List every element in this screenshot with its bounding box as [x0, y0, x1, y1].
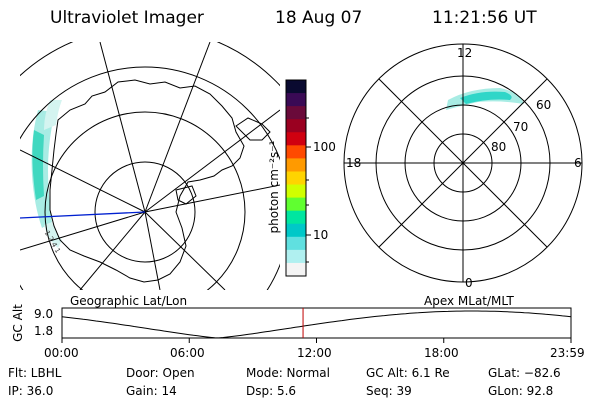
ice-shelf-coast: [175, 185, 197, 205]
gc-alt-ylabel: GC Alt: [11, 304, 25, 342]
mlt-label-0: 0: [465, 276, 473, 290]
colorbar-tick-100: 100: [313, 140, 336, 154]
geo-meridian: [20, 211, 146, 251]
gc-alt-xtick-4: 23:59: [550, 346, 585, 360]
gc-alt-ytick-min: 1.8: [34, 324, 54, 338]
geo-meridian: [144, 211, 161, 290]
geo-lat-circle: [44, 111, 246, 290]
geo-meridian: [144, 109, 280, 213]
date-label: 18 Aug 07: [275, 8, 363, 28]
status-filter: Flt: LBHL: [8, 366, 62, 380]
colorbar-segment: [286, 145, 306, 159]
colorbar-segment: [286, 223, 306, 238]
geo-meridian: [79, 211, 146, 290]
antarctica-coastline: [49, 79, 245, 283]
gc-alt-xticks: [61, 338, 572, 343]
geo-meridian: [99, 42, 146, 213]
polar-mlt-line-diag2: [378, 78, 548, 248]
geo-lat-circle: [94, 161, 196, 263]
geo-meridian: [20, 149, 146, 213]
lat-label-70: 70: [513, 120, 529, 134]
status-dsp: Dsp: 5.6: [246, 384, 297, 398]
status-gain: Gain: 14: [126, 384, 177, 398]
gc-alt-xtick-0: 00:00: [44, 346, 79, 360]
colorbar-segment: [286, 249, 306, 264]
geo-map-title: Geographic Lat/Lon: [70, 294, 188, 308]
colorbar-segment: [286, 132, 306, 146]
status-door: Door: Open: [126, 366, 195, 380]
peninsula-coast: [235, 117, 271, 141]
colorbar: [286, 80, 306, 277]
time-label: 11:21:56 UT: [432, 8, 537, 28]
colorbar-tick-10: 10: [313, 228, 329, 242]
status-seq: Seq: 39: [366, 384, 412, 398]
aurora-patch-geo: [31, 100, 62, 248]
mlt-label-12: 12: [457, 46, 473, 60]
status-mode: Mode: Normal: [246, 366, 330, 380]
gc-alt-chart: [61, 307, 572, 343]
colorbar-segment: [286, 93, 306, 107]
lat-label-60: 60: [536, 98, 552, 112]
colorbar-segment: [286, 119, 306, 133]
colorbar-segment: [286, 262, 306, 277]
spacecraft-track: [20, 211, 146, 219]
polar-plot-title: Apex MLat/MLT: [424, 294, 514, 308]
colorbar-segment: [286, 210, 306, 225]
polar-plot: [343, 43, 583, 283]
geographic-map: [20, 42, 280, 290]
status-gc-alt: GC Alt: 6.1 Re: [366, 366, 450, 380]
gc-alt-curve: [61, 310, 572, 339]
mlt-label-6: 6: [574, 156, 582, 170]
status-ip: IP: 36.0: [8, 384, 54, 398]
colorbar-segment: [286, 171, 306, 186]
instrument-title: Ultraviolet Imager: [50, 8, 204, 28]
colorbar-segment: [286, 158, 306, 172]
gc-alt-frame: [61, 307, 572, 339]
colorbar-unit-label: photon cm⁻²s⁻¹: [267, 140, 281, 234]
colorbar-segment: [286, 197, 306, 212]
geo-meridian: [144, 184, 280, 213]
colorbar-segment: [286, 184, 306, 199]
gc-alt-xtick-2: 12:00: [297, 346, 332, 360]
mlt-label-18: 18: [346, 156, 362, 170]
colorbar-frame: [285, 79, 307, 277]
geo-meridian: [144, 42, 211, 213]
lat-label-80: 80: [491, 140, 507, 154]
gc-alt-xtick-3: 18:00: [424, 346, 459, 360]
status-glon: GLon: 92.8: [488, 384, 554, 398]
status-glat: GLat: −82.6: [488, 366, 561, 380]
colorbar-segment: [286, 106, 306, 120]
geo-lat-circle: [20, 66, 280, 290]
colorbar-segment: [286, 236, 306, 251]
geo-meridian: [144, 211, 226, 290]
colorbar-segment: [286, 80, 306, 94]
gc-alt-xtick-1: 06:00: [170, 346, 205, 360]
aurora-patch-polar-core: [460, 91, 512, 104]
gc-alt-ytick-max: 9.0: [34, 307, 54, 321]
